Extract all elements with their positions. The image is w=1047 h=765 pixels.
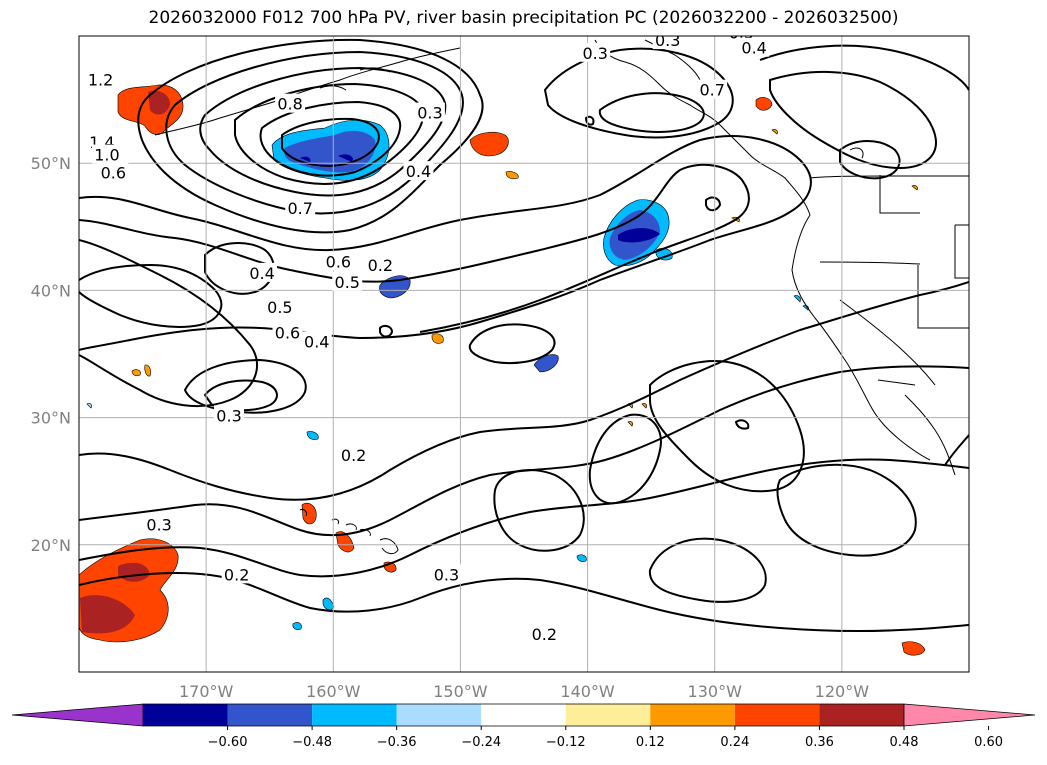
lat-tick-label: 50°N bbox=[31, 154, 71, 173]
colorbar-tick-label: −0.48 bbox=[292, 735, 332, 750]
colorbar-segment bbox=[565, 704, 651, 726]
contour-label: 0.3 bbox=[414, 102, 445, 123]
contour-label: 0.2 bbox=[221, 564, 252, 584]
contour-labels: 1.21.41.00.60.80.70.50.40.30.40.30.30.50… bbox=[0, 31, 770, 644]
colorbar-tick-label: 0.12 bbox=[636, 735, 665, 750]
colorbar: −0.60 −0.48 −0.36 −0.24 −0.12 0.12 0.24 0.36 0.4… bbox=[11, 703, 1036, 750]
contour-label: 0.5 bbox=[264, 297, 295, 317]
colorbar-segment bbox=[650, 704, 735, 726]
contour-label: 0.4 bbox=[739, 37, 770, 58]
contour-label: 0.2 bbox=[338, 444, 369, 465]
colorbar-tick-label: −0.36 bbox=[377, 735, 417, 750]
svg-text:0.3: 0.3 bbox=[655, 31, 680, 50]
svg-text:0.4: 0.4 bbox=[741, 39, 766, 58]
lon-tick-label: 130°W bbox=[688, 682, 743, 701]
colorbar-tick-label: 0.48 bbox=[890, 735, 919, 750]
contour-label: 0.4 bbox=[403, 161, 434, 181]
svg-text:0.4: 0.4 bbox=[406, 162, 431, 181]
lon-tick-label: 140°W bbox=[560, 682, 615, 701]
contour-label: 0.4 bbox=[12, 442, 42, 462]
contour-label: 0.3 bbox=[431, 564, 462, 584]
colorbar-segment bbox=[396, 704, 482, 726]
svg-text:0.3: 0.3 bbox=[146, 516, 171, 535]
contour-label: 0.7 bbox=[697, 79, 728, 100]
longitude-ticks: 170°W 160°W 150°W 140°W 130°W 120°W bbox=[179, 682, 869, 701]
map-background bbox=[79, 36, 969, 672]
svg-text:0.2: 0.2 bbox=[341, 446, 366, 465]
lon-tick-label: 170°W bbox=[179, 682, 234, 701]
svg-text:0.3: 0.3 bbox=[216, 406, 241, 425]
lon-tick-label: 160°W bbox=[306, 682, 361, 701]
svg-text:0.8: 0.8 bbox=[277, 95, 302, 114]
contour-label: 0.6 bbox=[98, 162, 129, 182]
lat-tick-label: 40°N bbox=[31, 281, 71, 300]
svg-text:0.4: 0.4 bbox=[304, 333, 329, 352]
svg-text:0.2: 0.2 bbox=[532, 625, 557, 644]
contour-label: 0.2 bbox=[365, 255, 396, 275]
contour-label: 0.5 bbox=[332, 271, 363, 292]
svg-text:0.7: 0.7 bbox=[288, 199, 313, 218]
colorbar-tick-label: 0.24 bbox=[720, 735, 749, 750]
contour-label: 0.4 bbox=[301, 331, 332, 352]
lon-tick-label: 150°W bbox=[433, 682, 488, 701]
contour-label: 1.2 bbox=[85, 69, 116, 90]
contour-label: 0.7 bbox=[285, 197, 316, 218]
svg-text:1.0: 1.0 bbox=[94, 146, 119, 165]
latitude-ticks: 50°N 40°N 30°N 20°N bbox=[31, 154, 71, 555]
colorbar-tick-label: −0.12 bbox=[546, 735, 586, 750]
contour-label: 0.3 bbox=[144, 514, 175, 535]
svg-text:0.5: 0.5 bbox=[0, 199, 21, 218]
colorbar-segment bbox=[734, 704, 820, 726]
colorbar-tick-label: 0.36 bbox=[805, 735, 834, 750]
svg-text:0.6: 0.6 bbox=[275, 324, 300, 343]
colorbar-segment bbox=[312, 704, 397, 726]
contour-label: 0.5 bbox=[0, 198, 23, 218]
map-frame bbox=[78, 35, 970, 673]
svg-text:0.3: 0.3 bbox=[582, 44, 607, 63]
svg-text:0.6: 0.6 bbox=[326, 252, 351, 271]
contour-label: 0.6 bbox=[323, 251, 354, 271]
colorbar-segment bbox=[481, 704, 566, 726]
svg-text:0.3: 0.3 bbox=[417, 104, 442, 123]
contour-label: 1.0 bbox=[91, 144, 122, 165]
contour-label: 0.2 bbox=[529, 624, 560, 644]
colorbar-segment bbox=[143, 704, 228, 726]
colorbar-extend-low bbox=[11, 703, 144, 727]
svg-text:0.5: 0.5 bbox=[267, 298, 292, 317]
contour-label: 0.3 bbox=[652, 31, 683, 50]
svg-text:0.6: 0.6 bbox=[101, 163, 126, 182]
contour-label: 0.7 bbox=[36, 180, 66, 200]
contour-label: 0.8 bbox=[275, 93, 306, 114]
map-title: 2026032000 F012 700 hPa PV, river basin … bbox=[148, 8, 899, 28]
svg-text:0.4: 0.4 bbox=[14, 443, 39, 462]
coastlines bbox=[154, 39, 969, 555]
contour-label: 0.3 bbox=[580, 42, 611, 63]
colorbar-tick-label: −0.24 bbox=[461, 735, 501, 750]
colorbar-segment bbox=[227, 704, 313, 726]
svg-text:0.2: 0.2 bbox=[368, 256, 393, 275]
lat-tick-label: 20°N bbox=[31, 536, 71, 555]
contour-label: 0.6 bbox=[272, 322, 303, 343]
colorbar-tick-label: −0.60 bbox=[208, 735, 248, 750]
colorbar-extend-high bbox=[903, 703, 1036, 727]
svg-text:0.7: 0.7 bbox=[699, 81, 724, 100]
lat-tick-label: 30°N bbox=[31, 409, 71, 428]
svg-text:0.7: 0.7 bbox=[38, 181, 63, 200]
svg-text:0.3: 0.3 bbox=[434, 565, 459, 584]
svg-text:0.5: 0.5 bbox=[335, 273, 360, 292]
colorbar-tick-label: 0.60 bbox=[974, 735, 1003, 750]
contour-label: 0.4 bbox=[247, 262, 278, 283]
svg-text:0.4: 0.4 bbox=[249, 264, 274, 283]
colorbar-segment bbox=[819, 704, 904, 726]
svg-text:0.2: 0.2 bbox=[224, 565, 249, 584]
contour-label: 0.3 bbox=[214, 405, 245, 425]
svg-text:1.2: 1.2 bbox=[88, 71, 113, 90]
lon-tick-label: 120°W bbox=[815, 682, 870, 701]
